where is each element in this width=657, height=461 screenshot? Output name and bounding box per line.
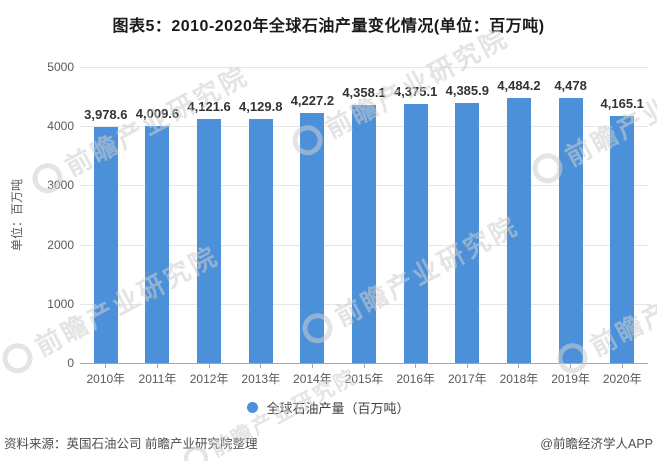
y-axis-tick-label: 4000: [47, 119, 74, 134]
x-axis-label: 2012年: [189, 372, 229, 386]
x-axis-label: 2018年: [499, 372, 539, 386]
x-axis-tick: [621, 363, 623, 368]
bar-column: 4,227.2: [287, 67, 339, 363]
gridline: [80, 67, 648, 68]
x-axis-label: 2020年: [602, 372, 642, 386]
bar-column: 4,385.9: [441, 67, 493, 363]
bar-column: 4,478: [545, 67, 597, 363]
bar: [506, 97, 531, 363]
x-axis-tick: [570, 363, 572, 368]
bar-value-label: 4,165.1: [600, 96, 644, 112]
x-axis-tick: [363, 363, 365, 368]
bar-series: 3,978.6 4,009.6 4,121.6 4,129.8 4,227.2 4,358…: [80, 67, 648, 363]
x-axis-tick: [260, 363, 262, 368]
x-axis-label: 2010年: [86, 372, 126, 386]
x-axis-labels: 2010年 2011年 2012年 2013年 2014年 2015年 2016年 2017年…: [80, 370, 648, 387]
bar: [300, 112, 325, 363]
bar-column: 4,375.1: [390, 67, 442, 363]
x-axis-label: 2014年: [293, 372, 332, 386]
legend-marker-icon: [247, 402, 259, 413]
bar: [610, 116, 635, 363]
bar-column: 4,358.1: [338, 67, 390, 363]
x-axis-tick: [466, 363, 468, 368]
x-axis-label: 2011年: [138, 372, 177, 386]
bar: [352, 105, 377, 363]
bar-column: 4,009.6: [132, 67, 184, 363]
bar-value-label: 4,227.2: [290, 92, 335, 108]
x-axis-tick: [415, 363, 417, 368]
bar-value-label: 4,358.1: [342, 85, 386, 101]
bar-value-label: 4,484.2: [497, 77, 541, 93]
x-axis-label: 2015年: [344, 372, 384, 386]
x-axis-label: 2017年: [447, 372, 487, 386]
chart-title: 图表5：2010-2020年全球石油产量变化情况(单位：百万吨): [112, 18, 545, 35]
y-axis-tick-label: 5000: [47, 60, 74, 74]
y-axis-tick-label: 1000: [47, 296, 74, 311]
x-axis-label: 2013年: [241, 372, 281, 386]
bar-column: 4,129.8: [235, 67, 287, 363]
x-axis-tick: [311, 363, 313, 368]
x-axis-label: 2019年: [551, 372, 590, 386]
bar-value-label: 4,121.6: [187, 99, 231, 115]
bar: [248, 118, 273, 363]
y-axis-tick-labels: 0 1000 2000 3000 4000 5000: [0, 60, 74, 370]
bar-column: 4,165.1: [596, 67, 648, 363]
bar-value-label: 4,129.8: [239, 98, 283, 114]
y-axis-tick-label: 0: [67, 356, 74, 370]
credit-note: @前瞻经济学人APP: [540, 437, 653, 451]
bar-value-label: 4,375.1: [393, 84, 438, 99]
bar-value-label: 4,478: [554, 77, 587, 93]
bar-column: 4,484.2: [493, 67, 545, 363]
legend: 全球石油产量（百万吨）: [0, 398, 657, 417]
x-axis-tick: [156, 363, 158, 368]
y-axis-tick-label: 3000: [47, 178, 74, 193]
bar-column: 3,978.6: [80, 67, 132, 363]
x-axis-tick: [105, 363, 107, 368]
x-axis-ticks: [80, 363, 648, 368]
bar-value-label: 4,385.9: [445, 83, 489, 99]
x-axis-tick: [208, 363, 210, 368]
bar: [403, 104, 428, 363]
plot-area: 3,978.6 4,009.6 4,121.6 4,129.8 4,227.2 4,358…: [80, 67, 648, 364]
x-axis-tick: [518, 363, 520, 368]
bar: [558, 97, 583, 363]
bar-column: 4,121.6: [183, 67, 235, 363]
bar: [93, 127, 118, 363]
footer: 资料来源：英国石油公司 前瞻产业研究院整理 @前瞻经济学人APP: [4, 433, 653, 452]
bar-value-label: 4,009.6: [135, 105, 180, 121]
legend-label: 全球石油产量（百万吨）: [266, 401, 410, 416]
bar: [197, 119, 222, 363]
source-note: 资料来源：英国石油公司 前瞻产业研究院整理: [4, 437, 258, 451]
y-axis-tick-label: 2000: [47, 237, 74, 252]
bar-value-label: 3,978.6: [84, 107, 128, 123]
bar: [145, 125, 170, 363]
x-axis-label: 2016年: [396, 372, 436, 386]
bar: [455, 103, 480, 363]
